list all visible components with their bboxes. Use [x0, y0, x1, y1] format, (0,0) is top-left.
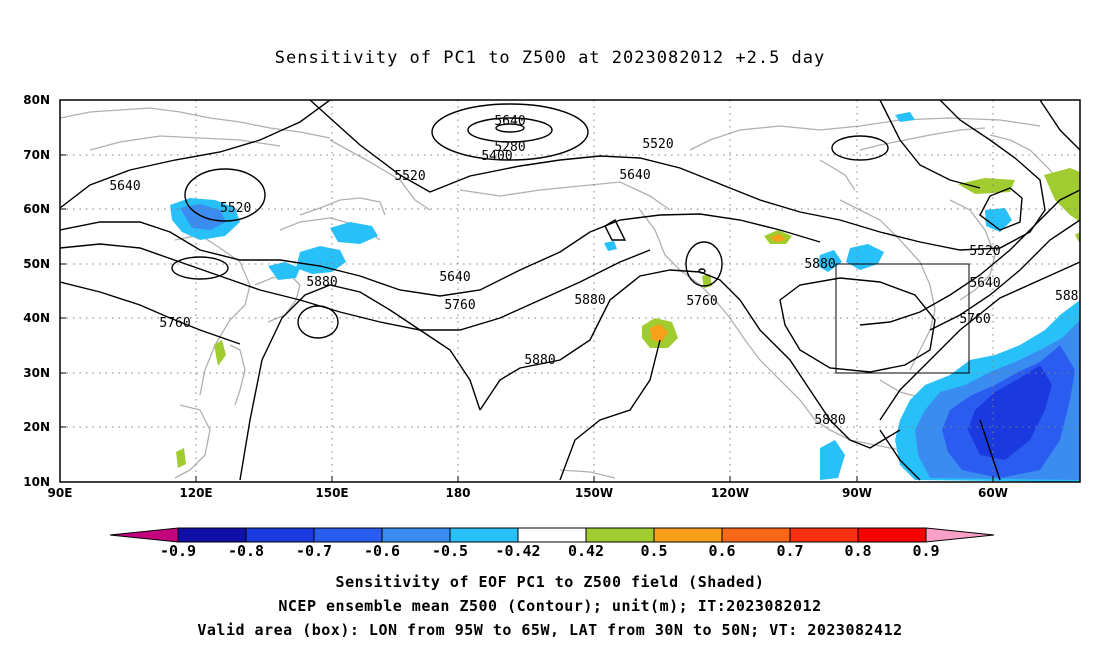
- contour-label: 5640: [439, 270, 470, 285]
- contour-label: 5640: [494, 114, 525, 129]
- contour-label: 5880: [306, 275, 337, 290]
- contour-label: 5760: [444, 298, 475, 313]
- lon-label: 90W: [842, 486, 872, 500]
- contour-label: 5760: [959, 312, 990, 327]
- contour-label: 5760: [159, 316, 190, 331]
- lat-label: 20N: [23, 420, 50, 434]
- z500-contours: [60, 100, 1080, 481]
- colorbar-labels: -0.9 -0.8 -0.7 -0.6 -0.5 -0.42 0.42 0.5 0.6 0.7 0.…: [160, 542, 940, 560]
- contour-labels: 5280 5400 5520 5520 5520 5520 5640 5640 …: [109, 114, 1078, 428]
- colorbar-cells: [109, 527, 995, 543]
- contour-label: 5640: [109, 179, 140, 194]
- colorbar-cell: [381, 527, 451, 543]
- colorbar-label: -0.5: [432, 542, 468, 560]
- colorbar-left-triangle: [109, 527, 179, 543]
- colorbar-label: 0.6: [708, 542, 735, 560]
- colorbar-cell: [585, 527, 655, 543]
- contour-label: 5520: [220, 201, 251, 216]
- lat-label: 30N: [23, 366, 50, 380]
- lon-label: 180: [445, 486, 470, 500]
- lon-label: 90E: [48, 486, 73, 500]
- colorbar-cell: [177, 527, 247, 543]
- longitude-labels: 90E 120E 150E 180 150W 120W 90W 60W: [48, 486, 1008, 500]
- valid-area-box: [835, 263, 970, 374]
- z500-sensitivity-map: 5280 5400 5520 5520 5520 5520 5640 5640 …: [23, 93, 1081, 500]
- colorbar-label: -0.6: [364, 542, 400, 560]
- footer-contour-description: NCEP ensemble mean Z500 (Contour); unit(…: [278, 597, 822, 615]
- colorbar-cell: [449, 527, 519, 543]
- lat-label: 80N: [23, 93, 50, 107]
- colorbar-cell: [313, 527, 383, 543]
- colorbar-right-triangle: [925, 527, 995, 543]
- lon-label: 120E: [179, 486, 212, 500]
- colorbar-label: -0.8: [228, 542, 264, 560]
- colorbar-label: 0.7: [776, 542, 803, 560]
- colorbar-cell: [857, 527, 927, 543]
- contour-label: 5280: [494, 140, 525, 155]
- axis-ticks: [60, 99, 994, 483]
- contour-label: 5520: [642, 137, 673, 152]
- colorbar-label: 0.42: [568, 542, 604, 560]
- contour-label: 5520: [394, 169, 425, 184]
- contour-label: 5760: [686, 294, 717, 309]
- contour-label: 5880: [804, 257, 835, 272]
- colorbar-cell: [245, 527, 315, 543]
- lat-label: 10N: [23, 475, 50, 489]
- colorbar-cell: [721, 527, 791, 543]
- lon-label: 150E: [315, 486, 348, 500]
- colorbar-label: 0.9: [912, 542, 939, 560]
- colorbar: -0.9 -0.8 -0.7 -0.6 -0.5 -0.42 0.42 0.5 0.6 0.7 0.…: [109, 527, 995, 560]
- lat-label: 40N: [23, 311, 50, 325]
- colorbar-label: -0.9: [160, 542, 196, 560]
- map-frame: [59, 99, 1081, 483]
- colorbar-label: -0.7: [296, 542, 332, 560]
- colorbar-cell: [517, 527, 587, 543]
- contour-label: 5520: [969, 244, 1000, 259]
- colorbar-label: 0.5: [640, 542, 667, 560]
- lon-label: 60W: [978, 486, 1008, 500]
- lat-label: 70N: [23, 148, 50, 162]
- colorbar-label: 0.8: [844, 542, 871, 560]
- lat-label: 50N: [23, 257, 50, 271]
- contour-label: 5640: [969, 276, 1000, 291]
- contour-label: 5880: [524, 353, 555, 368]
- contour-label: 5880: [574, 293, 605, 308]
- sensitivity-shading: [170, 112, 1080, 482]
- lon-label: 120W: [711, 486, 749, 500]
- lat-label: 60N: [23, 202, 50, 216]
- graticule: [60, 100, 1080, 482]
- colorbar-cell: [653, 527, 723, 543]
- colorbar-cell: [789, 527, 859, 543]
- latitude-labels: 80N 70N 60N 50N 40N 30N 20N 10N: [23, 93, 50, 489]
- contour-label: 5880: [814, 413, 845, 428]
- contour-label: 5640: [619, 168, 650, 183]
- footer-shaded-description: Sensitivity of EOF PC1 to Z500 field (Sh…: [335, 573, 765, 591]
- map-title: Sensitivity of PC1 to Z500 at 2023082012…: [274, 48, 826, 68]
- lon-label: 150W: [575, 486, 613, 500]
- coastlines: [60, 107, 1076, 479]
- footer-valid-area: Valid area (box): LON from 95W to 65W, L…: [197, 621, 903, 639]
- colorbar-label: -0.42: [495, 542, 540, 560]
- contour-label: 588: [1055, 289, 1078, 304]
- contour-label: 5400: [481, 149, 512, 164]
